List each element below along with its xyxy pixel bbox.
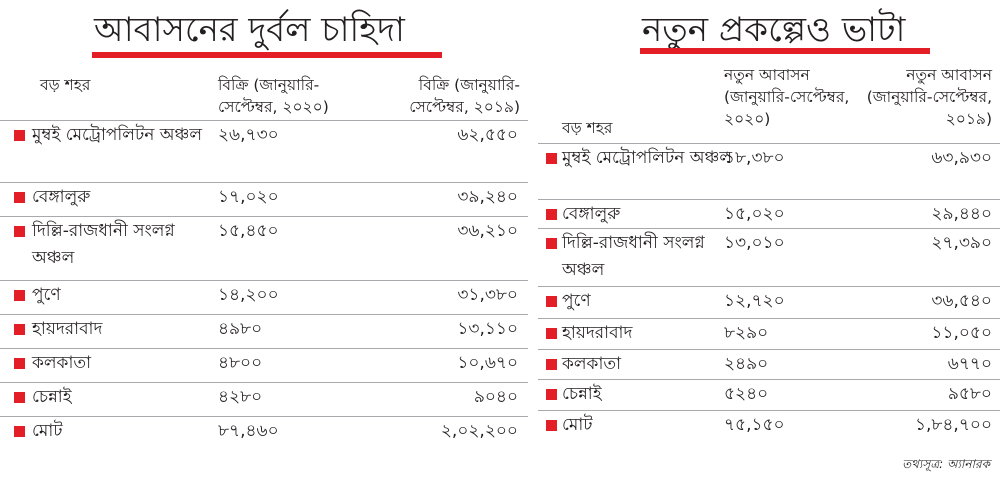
right-col-2019-header: নতুন আবাসন (জানুয়ারি-সেপ্টেম্বর, ২০১৯) bbox=[866, 66, 992, 128]
value-2020: ১৫,৪৫০ bbox=[218, 221, 279, 241]
source-note: তথ্যসূত্র: অ্যানারক bbox=[902, 457, 990, 471]
value-2019: ৩৬,৫৪০ bbox=[931, 291, 992, 311]
row-separator bbox=[0, 182, 528, 183]
value-2019: ৬৭৭০ bbox=[947, 354, 992, 374]
city-name: চেন্নাই bbox=[32, 387, 72, 407]
left-col-2019-header: বিক্রি (জানুয়ারি-সেপ্টেম্বর, ২০১৯) bbox=[409, 76, 520, 116]
row-separator bbox=[538, 286, 1000, 287]
row-bullet bbox=[546, 209, 557, 220]
row-separator bbox=[0, 120, 528, 121]
row-bullet bbox=[546, 389, 557, 400]
value-2019: ৬২,৫৫০ bbox=[457, 125, 518, 145]
city-name: মোট bbox=[32, 421, 63, 441]
value-2020: ১৫,০২০ bbox=[724, 204, 785, 224]
row-bullet bbox=[546, 420, 557, 431]
city-name: মুম্বই মেট্রোপলিটন অঞ্চল bbox=[32, 125, 202, 145]
row-bullet bbox=[546, 359, 557, 370]
row-separator bbox=[0, 348, 528, 349]
city-name: চেন্নাই bbox=[562, 384, 602, 404]
value-2019: ১৩,১১০ bbox=[457, 319, 518, 339]
row-bullet bbox=[14, 130, 25, 141]
row-separator bbox=[0, 382, 528, 383]
value-2019: ১১,০৫০ bbox=[931, 323, 992, 343]
row-separator bbox=[538, 349, 1000, 350]
value-2020: ১৭,০২০ bbox=[218, 187, 279, 207]
city-name: দিল্লি-রাজধানী সংলগ্ন অঞ্চল bbox=[562, 233, 705, 280]
value-2019: ৯৫৮০ bbox=[947, 384, 992, 404]
row-separator bbox=[0, 416, 528, 417]
row-bullet bbox=[546, 296, 557, 307]
city-name: দিল্লি-রাজধানী সংলগ্ন অঞ্চল bbox=[32, 221, 175, 268]
value-2020: ১৩,০১০ bbox=[724, 233, 785, 253]
value-2020: ১৪,২০০ bbox=[218, 285, 279, 305]
left-title-underline bbox=[92, 52, 442, 58]
right-col-2020-header: নতুন আবাসন (জানুয়ারি-সেপ্টেম্বর, ২০২০) bbox=[724, 66, 850, 128]
value-2019: ২,০২,২০০ bbox=[440, 421, 518, 441]
row-bullet bbox=[14, 358, 25, 369]
value-2020: ২৬,৭৩০ bbox=[218, 125, 279, 145]
value-2020: ১৮,৩৮০ bbox=[724, 148, 785, 168]
row-separator bbox=[0, 314, 528, 315]
value-2020: ৪৮০০ bbox=[218, 353, 263, 373]
left-col-2020-header: বিক্রি (জানুয়ারি-সেপ্টেম্বর, ২০২০) bbox=[218, 76, 329, 116]
city-name: পুণে bbox=[32, 285, 61, 305]
value-2019: ৩১,৩৮০ bbox=[457, 285, 518, 305]
value-2020: ৮২৯০ bbox=[724, 323, 769, 343]
row-bullet bbox=[14, 290, 25, 301]
city-name: বেঙ্গালুরু bbox=[32, 187, 91, 207]
value-2020: ১২,৭২০ bbox=[724, 291, 785, 311]
city-name: হায়দরাবাদ bbox=[562, 323, 633, 343]
value-2020: ৮৭,৪৬০ bbox=[218, 421, 279, 441]
value-2019: ২৭,৩৯০ bbox=[931, 233, 992, 253]
city-name: হায়দরাবাদ bbox=[32, 319, 103, 339]
right-title-underline bbox=[640, 48, 930, 54]
value-2019: ৩৯,২৪০ bbox=[457, 187, 518, 207]
value-2020: ৪২৮০ bbox=[218, 387, 263, 407]
row-bullet bbox=[14, 324, 25, 335]
value-2019: ৩৬,২১০ bbox=[457, 221, 518, 241]
value-2020: ২৪৯০ bbox=[724, 354, 769, 374]
row-separator bbox=[538, 410, 1000, 411]
row-separator bbox=[538, 228, 1000, 229]
row-separator bbox=[538, 318, 1000, 319]
value-2019: ৬৩,৯৩০ bbox=[931, 148, 992, 168]
city-name: বেঙ্গালুরু bbox=[562, 204, 621, 224]
city-name: কলকাতা bbox=[562, 354, 622, 374]
row-bullet bbox=[14, 426, 25, 437]
row-bullet bbox=[14, 226, 25, 237]
row-separator bbox=[0, 280, 528, 281]
value-2020: ৪৯৮০ bbox=[218, 319, 263, 339]
value-2019: ১০,৬৭০ bbox=[457, 353, 518, 373]
left-title: আবাসনের দুর্বল চাহিদা bbox=[94, 10, 405, 50]
row-separator bbox=[538, 143, 1000, 144]
value-2019: ২৯,৪৪০ bbox=[931, 204, 992, 224]
city-name: মোট bbox=[562, 415, 593, 435]
row-separator bbox=[0, 216, 528, 217]
city-name: পুণে bbox=[562, 291, 591, 311]
value-2020: ৭৫,১৫০ bbox=[724, 415, 785, 435]
left-col-city-header: বড় শহর bbox=[40, 76, 91, 94]
city-name: মুম্বই মেট্রোপলিটন অঞ্চল bbox=[562, 148, 732, 168]
value-2020: ৫২৪০ bbox=[724, 384, 769, 404]
value-2019: ১,৮৪,৭০০ bbox=[914, 415, 992, 435]
row-separator bbox=[538, 379, 1000, 380]
city-name: কলকাতা bbox=[32, 353, 92, 373]
value-2019: ৯০৪০ bbox=[473, 387, 518, 407]
row-bullet bbox=[546, 153, 557, 164]
row-bullet bbox=[546, 238, 557, 249]
row-separator bbox=[538, 199, 1000, 200]
right-col-city-header: বড় শহর bbox=[562, 119, 613, 137]
row-bullet bbox=[14, 192, 25, 203]
row-bullet bbox=[546, 328, 557, 339]
row-bullet bbox=[14, 392, 25, 403]
right-title: নতুন প্রকল্পেও ভাটা bbox=[642, 10, 906, 50]
